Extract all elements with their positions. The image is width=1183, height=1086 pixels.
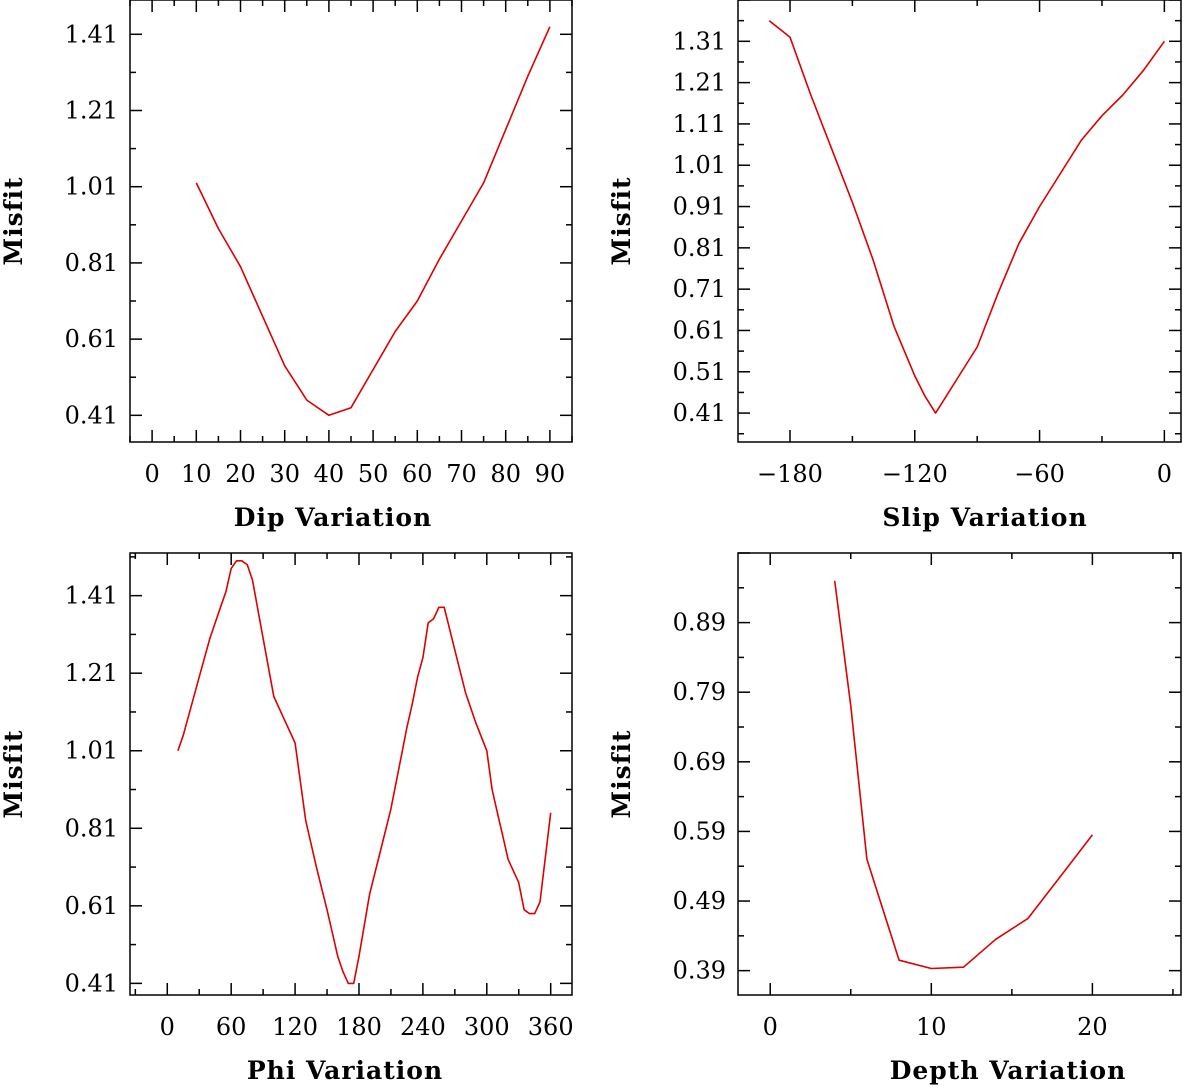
x-tick-label: −60 bbox=[1014, 460, 1065, 488]
y-tick-label: 0.61 bbox=[673, 316, 726, 344]
y-tick-label: 1.01 bbox=[65, 173, 118, 201]
x-tick-label: 80 bbox=[490, 460, 521, 488]
x-tick-label: 20 bbox=[1077, 1013, 1108, 1041]
plot-frame bbox=[129, 0, 573, 443]
x-axis-title: Phi Variation bbox=[247, 1056, 443, 1085]
y-tick-label: 0.79 bbox=[673, 678, 726, 706]
series-line-misfit bbox=[195, 26, 551, 417]
y-tick-label: 0.51 bbox=[673, 358, 726, 386]
y-tick-label: 1.21 bbox=[673, 69, 726, 97]
x-tick-label: 30 bbox=[269, 460, 300, 488]
chart-panel-depth: 0.39 0.49 0.59 0.69 0.79 0.89 0 10 20 Depth Varia… bbox=[607, 552, 1182, 1085]
x-tick-label: 70 bbox=[446, 460, 477, 488]
y-tick-label: 0.39 bbox=[673, 957, 726, 985]
y-tick-label: 1.21 bbox=[65, 659, 118, 687]
y-tick-label: 0.81 bbox=[65, 249, 118, 277]
series-line-misfit bbox=[177, 559, 552, 985]
series-line-misfit bbox=[768, 20, 1166, 414]
y-tick-label: 0.71 bbox=[673, 275, 726, 303]
x-tick-label: 50 bbox=[358, 460, 389, 488]
x-tick-label: 300 bbox=[464, 1013, 510, 1041]
y-tick-label: 0.81 bbox=[65, 814, 118, 842]
x-tick-label: 0 bbox=[763, 1013, 778, 1041]
x-tick-label: 20 bbox=[225, 460, 256, 488]
x-tick-label: 0 bbox=[144, 460, 159, 488]
y-tick-label: 1.21 bbox=[65, 97, 118, 125]
y-tick-label: 0.41 bbox=[65, 969, 118, 997]
x-tick-label: −120 bbox=[882, 460, 948, 488]
chart-panel-dip: 0.41 0.61 0.81 1.01 1.21 1.41 0 10 20 30 40 50 60 70 8… bbox=[0, 0, 573, 532]
x-axis-title: Depth Variation bbox=[890, 1056, 1127, 1085]
y-tick-label: 0.81 bbox=[673, 234, 726, 262]
x-tick-label: 0 bbox=[160, 1013, 175, 1041]
y-tick-label: 0.49 bbox=[673, 887, 726, 915]
x-tick-label: 0 bbox=[1157, 460, 1172, 488]
x-tick-label: 10 bbox=[916, 1013, 947, 1041]
x-tick-label: 360 bbox=[528, 1013, 574, 1041]
x-tick-label: 120 bbox=[272, 1013, 318, 1041]
y-tick-label: 0.61 bbox=[65, 892, 118, 920]
y-tick-label: 1.11 bbox=[673, 110, 726, 138]
y-tick-label: 0.61 bbox=[65, 325, 118, 353]
y-axis-title: Misfit bbox=[0, 176, 28, 265]
y-axis-title: Misfit bbox=[607, 729, 636, 818]
plot-frame bbox=[737, 0, 1182, 443]
plot-frame bbox=[737, 552, 1182, 996]
y-tick-label: 1.01 bbox=[673, 151, 726, 179]
x-tick-label: 90 bbox=[535, 460, 566, 488]
y-tick-label: 0.91 bbox=[673, 193, 726, 221]
y-tick-label: 1.01 bbox=[65, 737, 118, 765]
x-tick-label: −180 bbox=[757, 460, 823, 488]
y-tick-label: 0.59 bbox=[673, 817, 726, 845]
y-tick-label: 0.41 bbox=[673, 399, 726, 427]
x-tick-label: 60 bbox=[402, 460, 433, 488]
x-tick-label: 40 bbox=[314, 460, 345, 488]
y-tick-label: 0.89 bbox=[673, 609, 726, 637]
chart-panel-phi: 0.41 0.61 0.81 1.01 1.21 1.41 0 60 120 180 240 300 3… bbox=[0, 552, 574, 1085]
y-tick-label: 1.31 bbox=[673, 27, 726, 55]
y-tick-label: 1.41 bbox=[65, 20, 118, 48]
plot-frame bbox=[129, 552, 573, 996]
y-axis-title: Misfit bbox=[0, 729, 28, 818]
y-axis-title: Misfit bbox=[607, 176, 636, 265]
y-tick-label: 0.41 bbox=[65, 401, 118, 429]
x-tick-label: 10 bbox=[181, 460, 212, 488]
chart-panel-slip: 0.41 0.51 0.61 0.71 0.81 0.91 1.01 1.11 1.21 1.31… bbox=[607, 0, 1182, 532]
series-line-misfit bbox=[833, 580, 1094, 970]
y-tick-label: 1.41 bbox=[65, 582, 118, 610]
x-axis-title: Slip Variation bbox=[882, 503, 1087, 532]
x-tick-label: 180 bbox=[336, 1013, 382, 1041]
x-tick-label: 240 bbox=[400, 1013, 446, 1041]
y-tick-label: 0.69 bbox=[673, 748, 726, 776]
x-tick-label: 60 bbox=[216, 1013, 247, 1041]
x-axis-title: Dip Variation bbox=[234, 503, 432, 532]
